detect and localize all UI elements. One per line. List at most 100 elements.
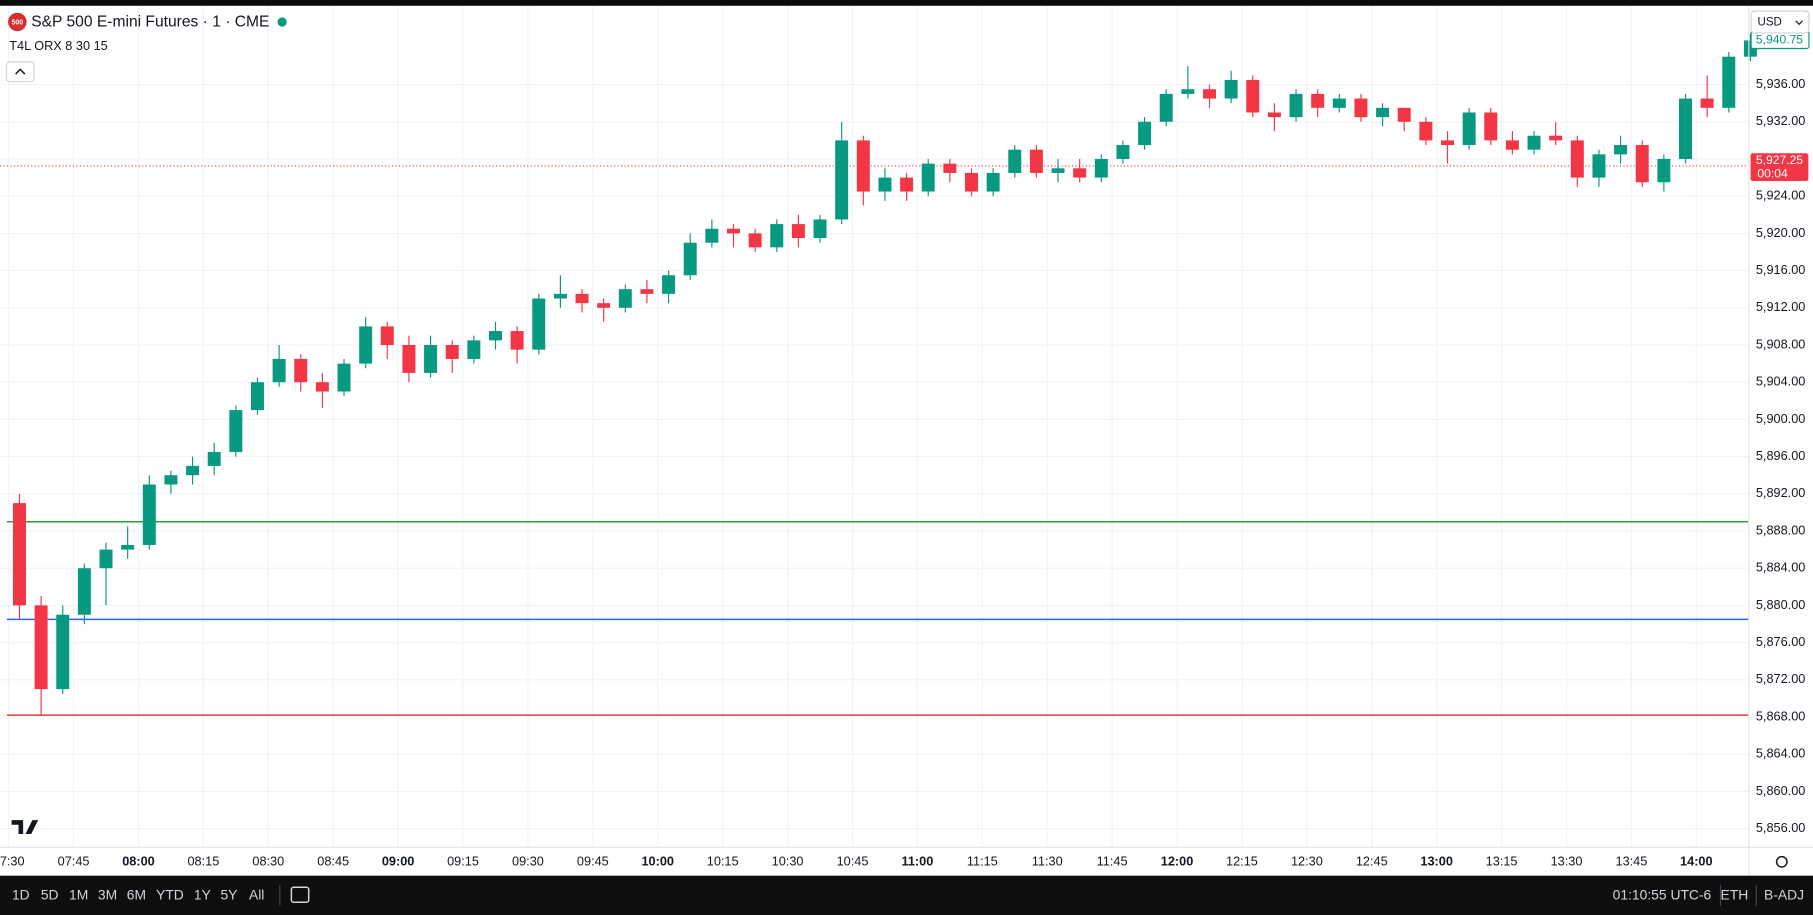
candle-body xyxy=(250,382,264,411)
levels xyxy=(0,165,1749,716)
adjustment-button[interactable]: B-ADJ xyxy=(1764,887,1804,903)
candle-body xyxy=(34,605,48,690)
candle-body xyxy=(705,228,719,243)
last-price-box xyxy=(1750,153,1809,182)
candle-body xyxy=(770,224,784,248)
high-price-label: 5,940.75 xyxy=(1756,33,1803,47)
clock[interactable]: 01:10:55 UTC-6 xyxy=(1613,887,1712,903)
candle-body xyxy=(142,484,156,545)
range-button[interactable]: All xyxy=(249,887,264,903)
candle-body xyxy=(12,503,26,606)
candle-body xyxy=(1657,158,1671,183)
candle-body xyxy=(1181,89,1195,94)
x-tick-label: 10:15 xyxy=(707,854,739,869)
x-tick-label: 12:45 xyxy=(1356,854,1388,869)
x-tick-label: 13:00 xyxy=(1420,854,1453,869)
currency-chevron xyxy=(1795,20,1804,26)
y-tick-label: 5,904.00 xyxy=(1756,374,1806,389)
symbol-badge-text: 500 xyxy=(12,19,24,26)
x-tick-label: 10:30 xyxy=(772,854,804,869)
candle-body xyxy=(835,140,849,220)
candle-body xyxy=(921,163,935,192)
candle-body xyxy=(424,345,438,373)
candle-body xyxy=(1635,145,1649,183)
candle-body xyxy=(683,242,697,276)
candle-body xyxy=(380,326,394,346)
y-tick-label: 5,876.00 xyxy=(1756,634,1806,649)
range-buttons: 1D 5D 1M 3M 6M YTD 1Y 5Y All xyxy=(12,887,264,903)
candle-body xyxy=(1505,140,1519,150)
candle-body xyxy=(1138,121,1152,146)
candle-body xyxy=(488,331,502,341)
x-tick-label: 12:15 xyxy=(1226,854,1258,869)
candle-body xyxy=(662,275,676,294)
candle-body xyxy=(337,363,351,392)
candle-body xyxy=(164,475,178,485)
x-tick-label: 10:00 xyxy=(641,854,674,869)
x-tick-label: 10:45 xyxy=(837,854,869,869)
candle-body xyxy=(1246,79,1260,113)
bottom-toolbar xyxy=(0,875,1813,915)
range-button[interactable]: 1M xyxy=(69,887,88,903)
candle-body xyxy=(207,451,221,466)
y-tick-label: 5,884.00 xyxy=(1756,560,1806,575)
x-tick-label: 09:00 xyxy=(382,854,415,869)
range-button[interactable]: YTD xyxy=(156,887,184,903)
date-range-button[interactable] xyxy=(290,886,310,904)
y-tick-label: 5,924.00 xyxy=(1756,188,1806,203)
y-tick-label: 5,932.00 xyxy=(1756,113,1806,128)
candle-body xyxy=(510,331,524,350)
candle-body xyxy=(618,289,632,308)
range-button[interactable]: 6M xyxy=(127,887,146,903)
range-button[interactable]: 3M xyxy=(98,887,117,903)
candle-body xyxy=(467,340,481,359)
candle-body xyxy=(1008,149,1022,173)
market-status-dot xyxy=(277,17,287,27)
candle-body xyxy=(1116,145,1130,159)
candle-body xyxy=(56,614,70,690)
x-tick-label: 12:00 xyxy=(1161,854,1194,869)
range-button[interactable]: 1Y xyxy=(194,887,211,903)
settings-button[interactable] xyxy=(1775,855,1788,868)
session-button[interactable]: ETH xyxy=(1721,887,1749,903)
x-tick-label: 08:15 xyxy=(187,854,219,869)
candle-body xyxy=(943,163,957,173)
countdown-label: 00:04 xyxy=(1757,166,1788,180)
y-tick-label: 5,856.00 xyxy=(1756,820,1806,835)
x-tick-label: 11:45 xyxy=(1097,854,1128,869)
chart-title[interactable]: S&P 500 E-mini Futures · 1 · CME xyxy=(31,14,269,31)
collapse-button[interactable] xyxy=(5,61,35,83)
candle-body xyxy=(1419,121,1433,141)
candles xyxy=(12,33,1757,715)
collapse-icon xyxy=(15,68,26,75)
candle-body xyxy=(1722,56,1736,108)
x-tick-label: 14:00 xyxy=(1680,854,1713,869)
y-tick-label: 5,900.00 xyxy=(1756,411,1806,426)
candle-body xyxy=(986,172,1000,192)
symbol-badge[interactable] xyxy=(8,12,27,32)
candle-body xyxy=(964,172,978,192)
logo[interactable] xyxy=(11,820,39,835)
candle-body xyxy=(1073,168,1087,178)
time-axis: 07:30 07:45 08:00 08:15 08:30 08:45 09:00 09:15… xyxy=(0,854,1713,869)
candle-body xyxy=(575,293,589,304)
candle-body xyxy=(1224,79,1238,99)
candle-body xyxy=(878,177,892,192)
grid xyxy=(0,5,1749,847)
y-tick-label: 5,864.00 xyxy=(1756,746,1806,761)
currency-button[interactable] xyxy=(1750,10,1810,34)
range-button[interactable]: 5D xyxy=(41,887,59,903)
candle-body xyxy=(315,382,329,392)
candle-body xyxy=(1462,112,1476,146)
candle-body xyxy=(1094,158,1108,178)
range-button[interactable]: 5Y xyxy=(220,887,237,903)
candle-body xyxy=(1570,140,1584,178)
candle-body xyxy=(229,410,243,452)
indicator-label[interactable]: T4L ORX 8 30 15 xyxy=(9,38,107,53)
range-button[interactable]: 1D xyxy=(12,887,30,903)
candle-body xyxy=(748,233,762,248)
candle-body xyxy=(1441,140,1454,146)
candle-body xyxy=(1289,93,1303,118)
candle-body xyxy=(1354,98,1368,118)
